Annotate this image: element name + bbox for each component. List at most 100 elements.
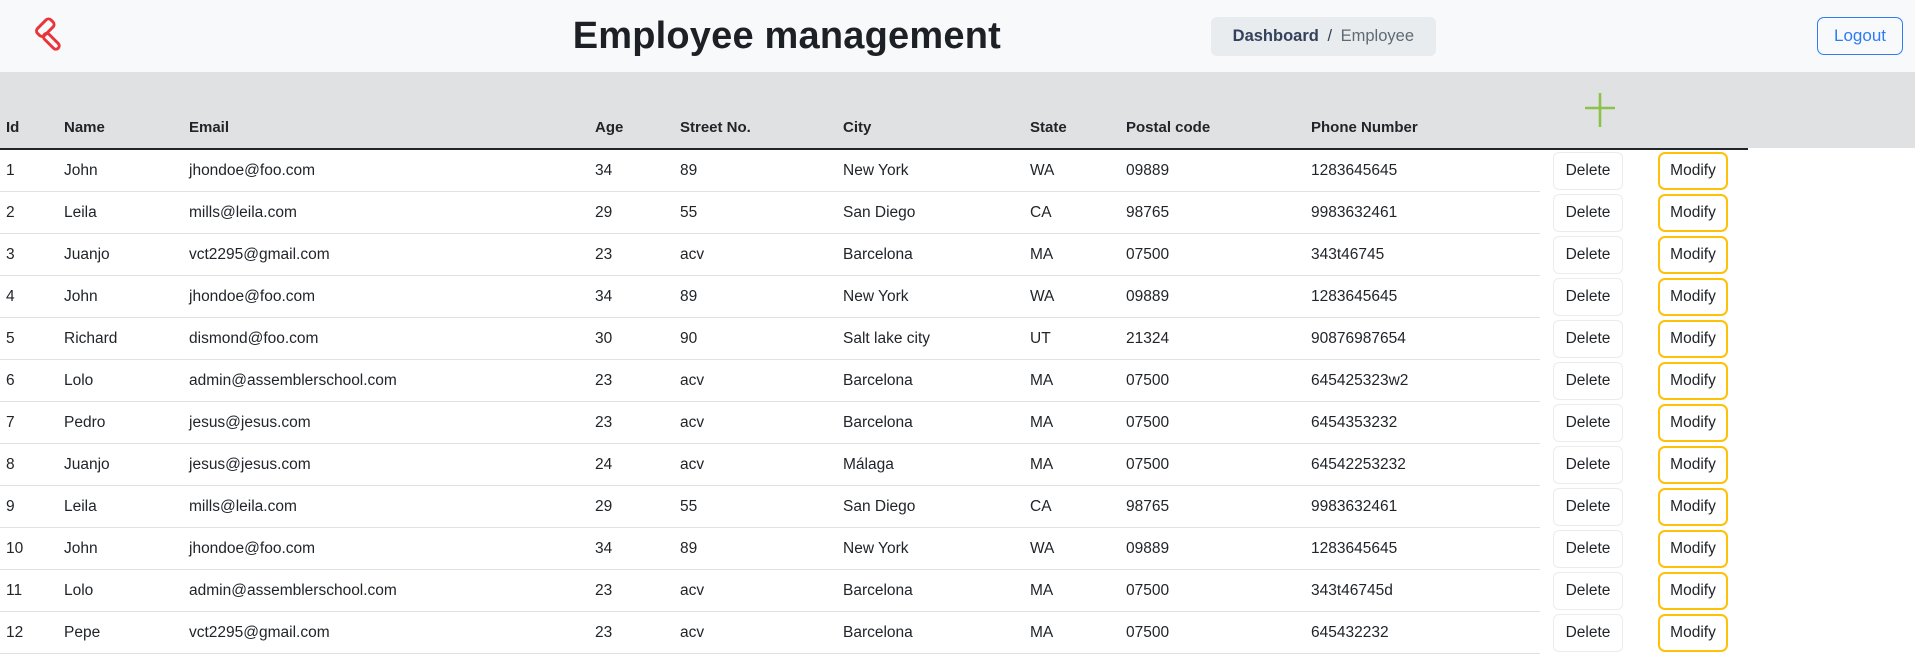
cell-phone-number: 1283645645 xyxy=(1305,528,1540,570)
cell-id: 9 xyxy=(0,486,58,528)
brand-button[interactable] xyxy=(24,9,78,63)
cell-phone-number: 6454353232 xyxy=(1305,402,1540,444)
cell-city: San Diego xyxy=(837,486,1024,528)
cell-email: jesus@jesus.com xyxy=(183,444,589,486)
cell-id: 5 xyxy=(0,318,58,360)
cell-city: Barcelona xyxy=(837,570,1024,612)
cell-postal-code: 09889 xyxy=(1120,276,1305,318)
cell-name: Pepe xyxy=(58,612,183,654)
gavel-icon xyxy=(33,16,69,57)
modify-button[interactable]: Modify xyxy=(1658,614,1728,652)
delete-button[interactable]: Delete xyxy=(1553,572,1623,610)
cell-modify-action: Modify xyxy=(1640,444,1748,486)
delete-button[interactable]: Delete xyxy=(1553,488,1623,526)
cell-street-no: 55 xyxy=(674,192,837,234)
cell-delete-action: Delete xyxy=(1540,528,1640,570)
cell-phone-number: 343t46745d xyxy=(1305,570,1540,612)
cell-postal-code: 07500 xyxy=(1120,234,1305,276)
cell-age: 23 xyxy=(589,612,674,654)
cell-street-no: acv xyxy=(674,234,837,276)
cell-name: John xyxy=(58,276,183,318)
column-header-id: Id xyxy=(6,119,20,136)
cell-postal-code: 07500 xyxy=(1120,570,1305,612)
cell-name: John xyxy=(58,150,183,192)
column-header-postal-code: Postal code xyxy=(1126,119,1211,136)
modify-button[interactable]: Modify xyxy=(1658,446,1728,484)
cell-state: MA xyxy=(1024,612,1120,654)
cell-street-no: 89 xyxy=(674,150,837,192)
delete-button[interactable]: Delete xyxy=(1553,614,1623,652)
cell-modify-action: Modify xyxy=(1640,612,1748,654)
cell-street-no: 55 xyxy=(674,486,837,528)
modify-button[interactable]: Modify xyxy=(1658,572,1728,610)
cell-age: 23 xyxy=(589,570,674,612)
cell-modify-action: Modify xyxy=(1640,486,1748,528)
delete-button[interactable]: Delete xyxy=(1553,320,1623,358)
breadcrumb-dashboard[interactable]: Dashboard xyxy=(1232,26,1319,45)
modify-button[interactable]: Modify xyxy=(1658,236,1728,274)
cell-id: 8 xyxy=(0,444,58,486)
delete-button[interactable]: Delete xyxy=(1553,530,1623,568)
column-header-city: City xyxy=(843,119,872,136)
cell-modify-action: Modify xyxy=(1640,402,1748,444)
delete-button[interactable]: Delete xyxy=(1553,278,1623,316)
cell-email: vct2295@gmail.com xyxy=(183,612,589,654)
delete-button[interactable]: Delete xyxy=(1553,362,1623,400)
cell-email: dismond@foo.com xyxy=(183,318,589,360)
cell-modify-action: Modify xyxy=(1640,192,1748,234)
cell-phone-number: 343t46745 xyxy=(1305,234,1540,276)
cell-age: 34 xyxy=(589,528,674,570)
cell-delete-action: Delete xyxy=(1540,570,1640,612)
column-header-phone-number: Phone Number xyxy=(1311,119,1418,136)
cell-postal-code: 21324 xyxy=(1120,318,1305,360)
employee-table: 1 John jhondoe@foo.com 34 89 New York WA… xyxy=(0,148,1748,654)
cell-id: 4 xyxy=(0,276,58,318)
modify-button[interactable]: Modify xyxy=(1658,320,1728,358)
cell-state: MA xyxy=(1024,570,1120,612)
cell-street-no: acv xyxy=(674,360,837,402)
column-header-age: Age xyxy=(595,119,624,136)
plus-icon xyxy=(1584,91,1616,132)
modify-button[interactable]: Modify xyxy=(1658,362,1728,400)
cell-modify-action: Modify xyxy=(1640,150,1748,192)
cell-age: 23 xyxy=(589,402,674,444)
delete-button[interactable]: Delete xyxy=(1553,236,1623,274)
cell-id: 11 xyxy=(0,570,58,612)
cell-name: Juanjo xyxy=(58,234,183,276)
cell-name: John xyxy=(58,528,183,570)
cell-city: New York xyxy=(837,528,1024,570)
cell-email: vct2295@gmail.com xyxy=(183,234,589,276)
modify-button[interactable]: Modify xyxy=(1658,278,1728,316)
cell-state: CA xyxy=(1024,486,1120,528)
modify-button[interactable]: Modify xyxy=(1658,530,1728,568)
cell-email: admin@assemblerschool.com xyxy=(183,360,589,402)
cell-phone-number: 645425323w2 xyxy=(1305,360,1540,402)
cell-postal-code: 09889 xyxy=(1120,528,1305,570)
delete-button[interactable]: Delete xyxy=(1553,152,1623,190)
delete-button[interactable]: Delete xyxy=(1553,194,1623,232)
column-header-state: State xyxy=(1030,119,1067,136)
cell-city: New York xyxy=(837,276,1024,318)
modify-button[interactable]: Modify xyxy=(1658,488,1728,526)
column-header-street: Street No. xyxy=(680,119,751,136)
add-employee-button[interactable] xyxy=(1582,91,1618,131)
cell-id: 6 xyxy=(0,360,58,402)
cell-street-no: 90 xyxy=(674,318,837,360)
cell-email: jesus@jesus.com xyxy=(183,402,589,444)
cell-delete-action: Delete xyxy=(1540,612,1640,654)
cell-modify-action: Modify xyxy=(1640,570,1748,612)
delete-button[interactable]: Delete xyxy=(1553,446,1623,484)
cell-street-no: 89 xyxy=(674,528,837,570)
modify-button[interactable]: Modify xyxy=(1658,152,1728,190)
modify-button[interactable]: Modify xyxy=(1658,194,1728,232)
modify-button[interactable]: Modify xyxy=(1658,404,1728,442)
logout-button[interactable]: Logout xyxy=(1817,17,1903,55)
cell-modify-action: Modify xyxy=(1640,276,1748,318)
delete-button[interactable]: Delete xyxy=(1553,404,1623,442)
cell-state: WA xyxy=(1024,528,1120,570)
cell-name: Pedro xyxy=(58,402,183,444)
cell-postal-code: 07500 xyxy=(1120,402,1305,444)
cell-email: jhondoe@foo.com xyxy=(183,150,589,192)
table-row: 8 Juanjo jesus@jesus.com 24 acv Málaga M… xyxy=(0,444,1748,486)
cell-delete-action: Delete xyxy=(1540,360,1640,402)
